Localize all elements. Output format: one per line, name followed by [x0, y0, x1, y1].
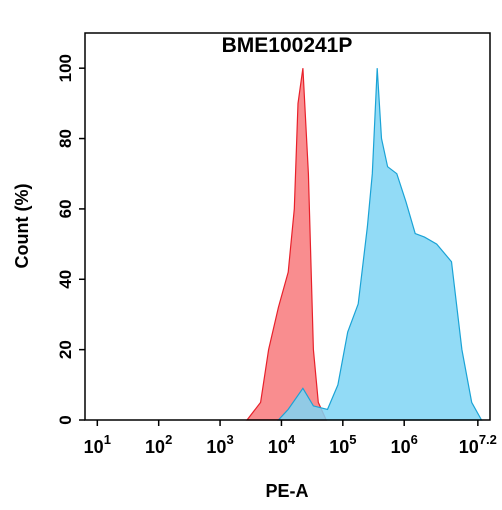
- x-tick-base: 10: [84, 437, 104, 457]
- x-tick-base: 10: [206, 437, 226, 457]
- x-tick-label: 104: [268, 432, 296, 457]
- x-tick-base: 10: [329, 437, 349, 457]
- plot-frame: [84, 32, 491, 421]
- x-tick-label: 106: [391, 432, 418, 457]
- y-tick-label: 0: [56, 415, 75, 424]
- x-tick-exponent: 1: [104, 432, 111, 447]
- chart-title: BME100241P: [222, 34, 353, 57]
- x-tick-exponent: 2: [165, 432, 172, 447]
- x-tick-exponent: 3: [226, 432, 233, 447]
- x-axis-label: PE-A: [265, 481, 308, 501]
- y-axis-label: Count (%): [12, 184, 32, 269]
- y-tick-label: 100: [56, 54, 75, 82]
- x-tick-base: 10: [145, 437, 165, 457]
- x-tick-label: 103: [206, 432, 233, 457]
- x-tick-base: 10: [391, 437, 411, 457]
- histogram-area: [277, 68, 483, 421]
- x-tick-label: 102: [145, 432, 172, 457]
- x-tick-exponent: 7.2: [479, 432, 497, 447]
- x-tick-exponent: 6: [411, 432, 418, 447]
- x-tick-base: 10: [268, 437, 288, 457]
- x-tick-label: 107.2: [459, 432, 497, 457]
- histogram-area: [245, 68, 328, 421]
- x-tick-base: 10: [459, 437, 479, 457]
- x-tick-exponent: 5: [349, 432, 356, 447]
- y-tick-label: 80: [56, 129, 75, 148]
- y-tick-label: 20: [56, 340, 75, 359]
- x-tick-exponent: 4: [288, 432, 296, 447]
- y-tick-label: 60: [56, 199, 75, 218]
- x-tick-label: 105: [329, 432, 356, 457]
- x-tick-label: 101: [84, 432, 111, 457]
- y-tick-label: 40: [56, 270, 75, 289]
